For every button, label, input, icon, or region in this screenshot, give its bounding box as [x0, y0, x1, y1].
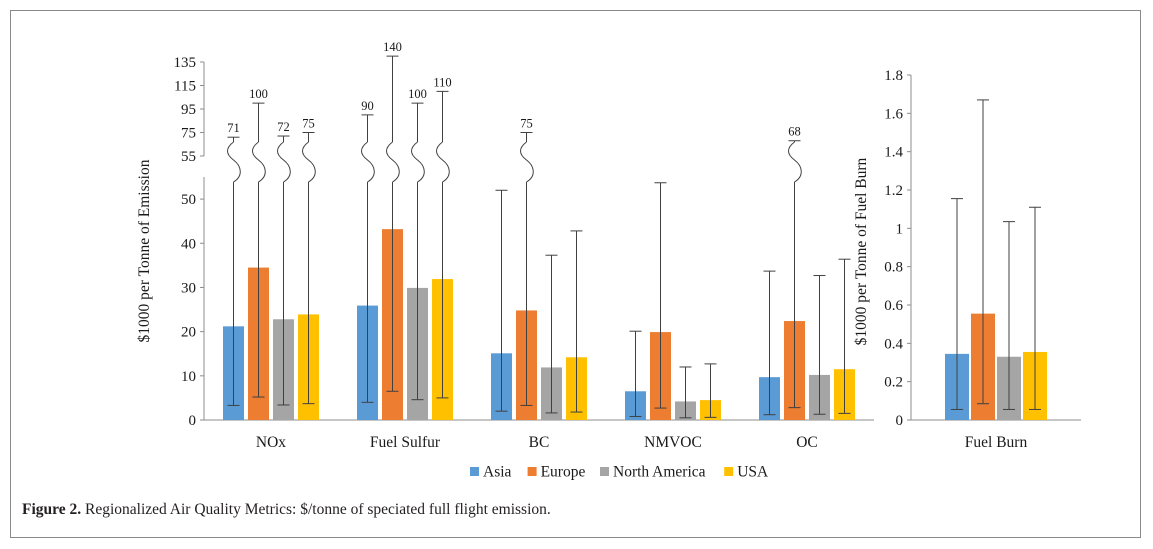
- legend: Asia Europe North America USA: [470, 464, 769, 481]
- legend-label-usa: USA: [737, 464, 769, 481]
- break-value-label: 100: [408, 87, 427, 101]
- error-bar-break: [520, 141, 534, 183]
- y-tick-label: 1.8: [884, 68, 903, 84]
- y-break-tick-label: 75: [181, 126, 196, 142]
- error-bar-break: [386, 141, 400, 183]
- break-value-label: 68: [788, 125, 801, 139]
- figure-caption: Figure 2. Regionalized Air Quality Metri…: [22, 501, 551, 519]
- y-axis-label: $1000 per Tonne of Emission: [136, 159, 153, 342]
- y-tick-label: 0: [189, 413, 197, 429]
- break-value-label: 75: [302, 117, 315, 131]
- error-bar-break: [227, 141, 241, 183]
- y-tick-label: 0.8: [884, 260, 903, 276]
- y-tick-label: 0: [896, 413, 904, 429]
- caption-label: Figure 2.: [22, 501, 82, 518]
- x-tick-label-fuel-burn: Fuel Burn: [965, 434, 1028, 451]
- y-break-tick-label: 135: [174, 55, 197, 71]
- x-tick-label-fuel-sulfur: Fuel Sulfur: [370, 434, 441, 451]
- break-value-label: 90: [361, 99, 374, 113]
- left-chart: 0 10 20 30 40 50 55 75 95 115 135 $1000 per Tonne o…: [136, 40, 874, 451]
- break-value-label: 110: [433, 75, 451, 89]
- figure-frame: [10, 10, 1141, 538]
- x-tick-label-nmvoc: NMVOC: [644, 434, 702, 451]
- error-bar-break: [361, 141, 375, 183]
- y-tick-label: 10: [181, 369, 196, 385]
- break-value-label: 100: [249, 87, 268, 101]
- y-break-tick-label: 115: [174, 79, 196, 95]
- y-break-tick-label: 95: [181, 102, 196, 118]
- break-value-label: 71: [227, 121, 240, 135]
- right-chart: 0 0.2 0.4 0.6 0.8 1 1.2 1.4 1.6 1.8 $1000 per Tonn…: [853, 68, 1081, 451]
- y-tick-label: 20: [181, 325, 196, 341]
- x-tick-label-nox: NOx: [256, 434, 286, 451]
- legend-swatch-europe: [527, 467, 537, 476]
- legend-label-north-america: North America: [613, 464, 706, 481]
- y-tick-label: 0.2: [884, 375, 903, 391]
- y-axis-label: $1000 per Tonne of Fuel Burn: [853, 157, 870, 345]
- legend-label-asia: Asia: [483, 464, 512, 481]
- error-bar-break: [411, 141, 425, 183]
- error-bar-break: [302, 141, 316, 183]
- y-tick-label: 1.4: [884, 145, 903, 161]
- error-bar-break: [788, 141, 802, 183]
- x-tick-label-oc: OC: [796, 434, 818, 451]
- legend-swatch-asia: [470, 467, 479, 476]
- legend-swatch-north-america: [600, 467, 609, 476]
- y-break-tick-label: 55: [181, 149, 196, 165]
- y-tick-label: 0.4: [884, 336, 903, 352]
- y-tick-label: 1.2: [884, 183, 903, 199]
- y-tick-label: 30: [181, 280, 196, 296]
- y-tick-label: 40: [181, 236, 196, 252]
- y-tick-label: 1: [896, 221, 904, 237]
- caption-text: Regionalized Air Quality Metrics: $/tonn…: [81, 501, 551, 518]
- break-value-label: 72: [277, 120, 290, 134]
- legend-label-europe: Europe: [541, 464, 586, 481]
- x-tick-label-bc: BC: [529, 434, 550, 451]
- y-tick-label: 1.6: [884, 106, 903, 122]
- break-value-label: 140: [383, 40, 402, 54]
- break-value-label: 75: [520, 117, 533, 131]
- legend-swatch-usa: [724, 467, 734, 476]
- error-bar-break: [436, 141, 450, 183]
- error-bar-break: [252, 141, 266, 183]
- y-tick-label: 0.6: [884, 298, 903, 314]
- error-bar-break: [277, 141, 291, 183]
- y-tick-label: 50: [181, 192, 196, 208]
